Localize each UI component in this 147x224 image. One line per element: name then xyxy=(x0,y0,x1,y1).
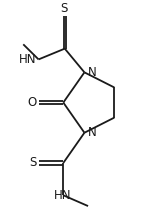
Text: S: S xyxy=(29,156,36,169)
Text: HN: HN xyxy=(18,53,36,66)
Text: N: N xyxy=(88,66,97,79)
Text: HN: HN xyxy=(54,189,71,202)
Text: S: S xyxy=(60,2,68,15)
Text: N: N xyxy=(88,126,97,139)
Text: O: O xyxy=(27,96,36,109)
